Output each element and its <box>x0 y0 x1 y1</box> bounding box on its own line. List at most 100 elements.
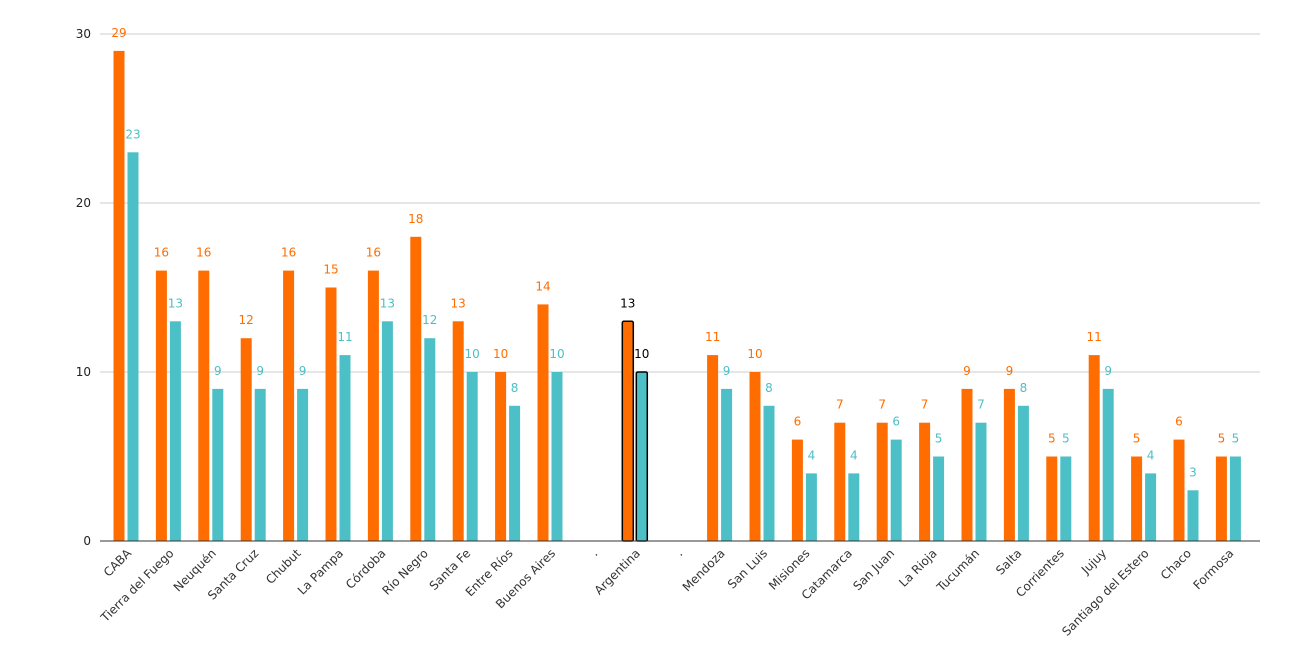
data-label-series-2: 10 <box>634 347 649 361</box>
x-category-label: Argentina <box>592 546 643 597</box>
bar-series-2 <box>1229 456 1241 541</box>
bar-series-2 <box>297 388 309 541</box>
x-category-label: La Rioja <box>896 546 940 590</box>
bars <box>113 50 1241 542</box>
bar-series-1 <box>1003 388 1015 541</box>
x-category-label: CABA <box>101 546 135 580</box>
bar-series-2 <box>254 388 266 541</box>
x-category-label: . <box>588 546 601 559</box>
y-axis-ticks: 0 10 20 30 <box>76 27 91 548</box>
data-label-series-1: 15 <box>323 263 338 277</box>
bar-series-2 <box>424 338 436 541</box>
data-label-series-1: 9 <box>963 364 971 378</box>
bar-series-1 <box>791 439 803 541</box>
gridlines <box>100 33 1260 373</box>
bar-series-2 <box>1102 388 1114 541</box>
data-label-series-2: 8 <box>765 381 773 395</box>
bar-series-1 <box>537 304 549 541</box>
data-label-series-1: 11 <box>1087 330 1102 344</box>
bar-series-2 <box>763 405 775 541</box>
bar-series-1 <box>1173 439 1185 541</box>
bar-series-2 <box>551 372 563 541</box>
x-category-label: San Juan <box>850 546 897 593</box>
data-label-series-1: 16 <box>196 246 211 260</box>
data-label-series-1: 14 <box>535 279 550 293</box>
data-label-series-1: 9 <box>1006 364 1014 378</box>
bar-series-1 <box>410 236 422 542</box>
bar-series-1 <box>961 388 973 541</box>
bar-series-1 <box>876 422 888 541</box>
y-tick-label: 20 <box>76 196 91 210</box>
x-category-label: La Pampa <box>295 546 346 597</box>
data-label-series-1: 29 <box>111 26 126 40</box>
bar-series-2 <box>848 473 860 541</box>
bar-series-2 <box>381 321 393 541</box>
data-label-series-2: 4 <box>850 448 858 462</box>
x-category-label: Santiago del Estero <box>1059 546 1152 639</box>
bar-series-1 <box>283 270 295 541</box>
data-label-series-2: 9 <box>723 364 731 378</box>
y-tick-label: 0 <box>83 534 91 548</box>
data-label-series-2: 8 <box>511 381 519 395</box>
x-category-label: Jujuy <box>1078 546 1109 577</box>
bar-series-2 <box>805 473 817 541</box>
data-label-series-1: 12 <box>239 313 254 327</box>
bar-series-1 <box>621 320 635 542</box>
x-category-label: San Luis <box>725 546 770 591</box>
y-tick-label: 30 <box>76 27 91 41</box>
bar-series-1 <box>198 270 210 541</box>
x-category-label: Tierra del Fuego <box>97 546 176 625</box>
x-category-label: Chubut <box>263 546 304 587</box>
data-label-series-1: 6 <box>1175 415 1183 429</box>
x-category-label: Tucumán <box>933 546 982 595</box>
bar-series-2 <box>127 152 139 542</box>
x-category-label: Salta <box>993 546 1024 577</box>
bar-series-1 <box>707 355 719 541</box>
bar-series-2 <box>1187 490 1199 541</box>
bar-series-2 <box>1145 473 1157 541</box>
bar-series-2 <box>1017 405 1029 541</box>
data-label-series-2: 4 <box>808 448 816 462</box>
x-category-label: Mendoza <box>680 546 728 594</box>
bar-series-1 <box>452 321 464 541</box>
data-label-series-1: 16 <box>366 246 381 260</box>
data-label-series-2: 10 <box>549 347 564 361</box>
data-label-series-1: 5 <box>1133 432 1141 446</box>
data-label-series-2: 5 <box>1062 432 1070 446</box>
bar-series-1 <box>155 270 167 541</box>
data-label-series-1: 13 <box>620 296 635 310</box>
data-label-series-1: 7 <box>878 398 886 412</box>
bar-series-2 <box>933 456 945 541</box>
bar-series-1 <box>1215 456 1227 541</box>
x-category-label: Río Negro <box>379 546 430 597</box>
data-label-series-2: 9 <box>214 364 222 378</box>
bar-series-2 <box>975 422 987 541</box>
bar-series-2 <box>212 388 224 541</box>
data-label-series-1: 6 <box>794 415 802 429</box>
data-label-series-2: 13 <box>168 296 183 310</box>
data-label-series-2: 5 <box>935 432 943 446</box>
data-label-series-1: 18 <box>408 212 423 226</box>
data-label-series-2: 7 <box>977 398 985 412</box>
bar-series-2 <box>169 321 181 541</box>
x-category-label: . <box>673 546 686 559</box>
bar-series-1 <box>1088 355 1100 541</box>
bar-series-1 <box>749 372 761 541</box>
bar-series-1 <box>1046 456 1058 541</box>
bar-series-1 <box>834 422 846 541</box>
bar-series-2 <box>339 355 351 541</box>
data-label-series-1: 7 <box>921 398 929 412</box>
bar-series-1 <box>325 287 337 541</box>
data-label-series-2: 4 <box>1147 448 1155 462</box>
bar-series-1 <box>113 50 125 542</box>
data-label-series-2: 5 <box>1232 432 1240 446</box>
y-tick-label: 10 <box>76 365 91 379</box>
data-label-series-1: 10 <box>747 347 762 361</box>
data-label-series-1: 5 <box>1218 432 1226 446</box>
x-category-label: Formosa <box>1190 546 1236 592</box>
bar-series-1 <box>919 422 931 541</box>
data-labels: 29 23 16 13 16 9 12 9 16 9 15 11 16 13 18 12 13 10 10 8 14 10… <box>111 26 1239 479</box>
bar-series-2 <box>721 388 733 541</box>
bar-series-2 <box>509 405 521 541</box>
